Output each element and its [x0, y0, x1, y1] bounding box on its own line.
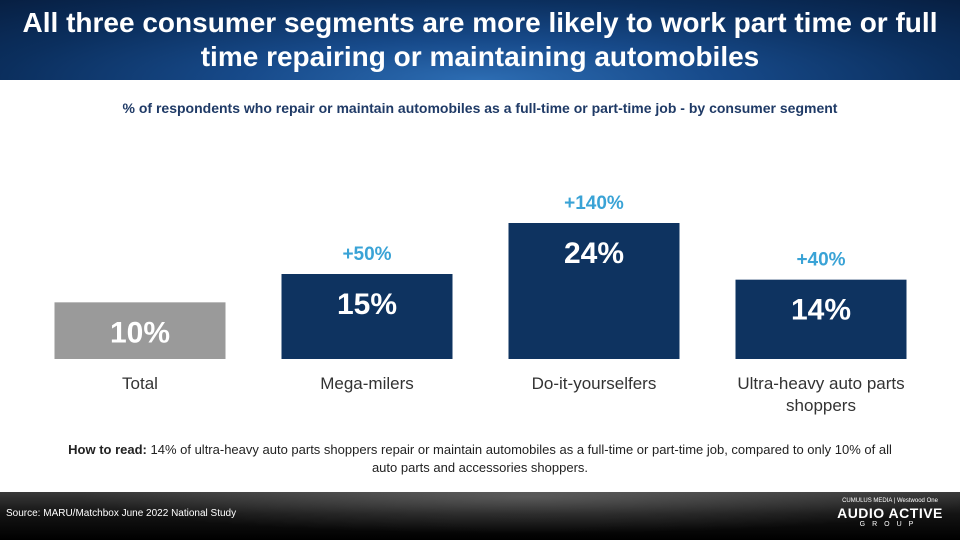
- logo-top-text: CUMULUS MEDIA | Westwood One: [842, 498, 938, 504]
- bar-3: [735, 279, 907, 359]
- lift-label-2: +140%: [564, 193, 624, 214]
- logo-sub-text: GROUP: [859, 521, 921, 528]
- slide-title: All three consumer segments are more lik…: [22, 7, 938, 72]
- bar-value-label-2: 24%: [564, 237, 624, 270]
- category-label-3-line-0: Ultra-heavy auto parts: [737, 374, 904, 393]
- bar-1: [281, 274, 453, 359]
- how-to-read-lead: How to read:: [68, 442, 147, 457]
- how-to-read-note: How to read: 14% of ultra-heavy auto par…: [60, 441, 900, 477]
- category-label-2: Do-it-yourselfers: [532, 374, 657, 393]
- bar-value-label-0: 10%: [110, 316, 170, 349]
- audio-active-group-logo: CUMULUS MEDIA | Westwood One AUDIO ACTIV…: [830, 498, 950, 534]
- bar-value-label-1: 15%: [337, 288, 397, 321]
- logo-main-text: AUDIO ACTIVE: [837, 505, 943, 521]
- category-label-3-line-1: shoppers: [786, 396, 856, 415]
- bar-2: [508, 223, 680, 359]
- lift-label-3: +40%: [796, 250, 845, 271]
- chart-subtitle: % of respondents who repair or maintain …: [122, 100, 838, 116]
- bar-chart: 10% Total 15% +50% Mega-milers 24% +140% Do-it-…: [54, 193, 907, 415]
- footer-bar: Source: MARU/Matchbox June 2022 National…: [0, 492, 960, 540]
- bar-0: [54, 302, 226, 359]
- bar-value-label-3: 14%: [791, 294, 851, 327]
- lift-label-1: +50%: [342, 244, 391, 265]
- source-note: Source: MARU/Matchbox June 2022 National…: [6, 508, 237, 519]
- category-label-0: Total: [122, 374, 158, 393]
- title-banner: All three consumer segments are more lik…: [0, 0, 960, 80]
- how-to-read-text: 14% of ultra-heavy auto parts shoppers r…: [146, 442, 892, 475]
- category-label-1: Mega-milers: [320, 374, 414, 393]
